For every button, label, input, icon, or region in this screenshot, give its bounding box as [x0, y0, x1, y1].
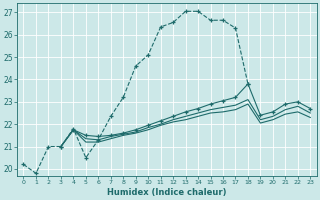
X-axis label: Humidex (Indice chaleur): Humidex (Indice chaleur): [107, 188, 227, 197]
